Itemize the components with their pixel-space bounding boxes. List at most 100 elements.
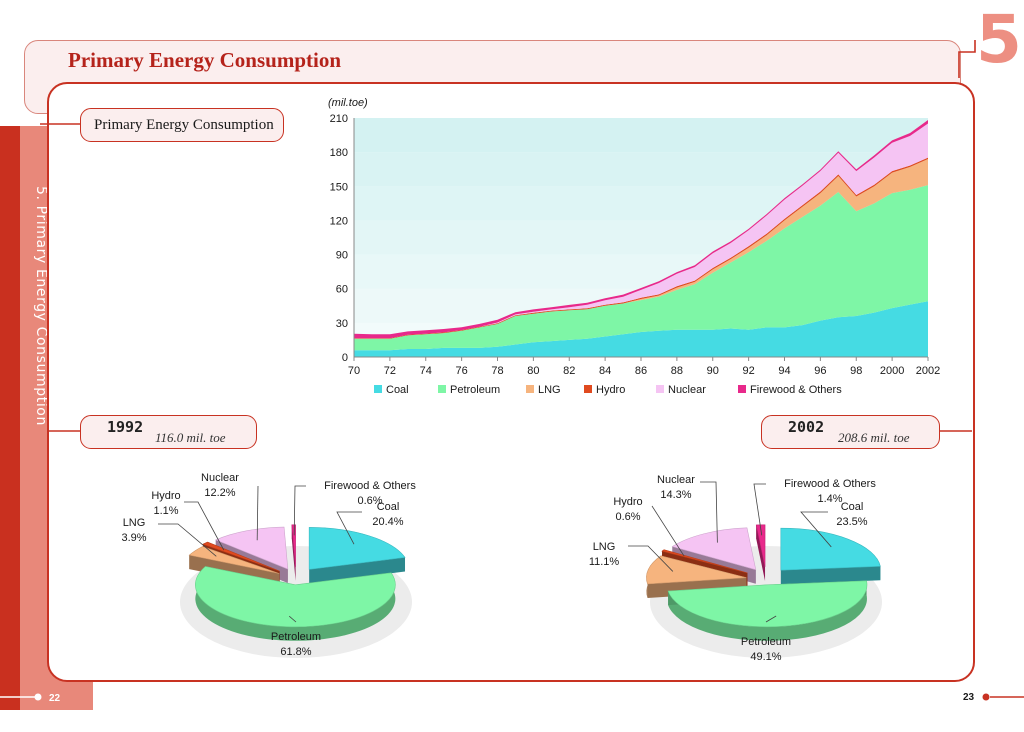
- area-series-coal: [354, 301, 928, 357]
- y-tick-label: 0: [342, 352, 348, 364]
- pie-leader-line: [158, 523, 217, 557]
- legend-label: Firewood & Others: [750, 384, 842, 396]
- y-tick-label: 60: [336, 284, 348, 296]
- pie-slice-wall: [291, 524, 296, 581]
- pie-2002-header: 2002 208.6 mil. toe: [761, 415, 940, 449]
- y-tick-label: 90: [336, 250, 348, 262]
- page-number-left: 22: [49, 693, 61, 704]
- pie-slice-lng: [188, 546, 280, 574]
- pie-label-value: 0.6%: [357, 495, 382, 507]
- area-chart: 0 30 60 90 120 150 180 210 70 72 74 76 78 80 82 84 86 88 9…: [328, 97, 940, 396]
- legend-label: Nuclear: [668, 384, 706, 396]
- x-tick-label: 76: [456, 365, 468, 377]
- pie-label-name: Firewood & Others: [324, 480, 416, 492]
- pie-slice-firewood-others: [755, 524, 766, 567]
- footer-right-dot: [982, 693, 990, 701]
- legend-label: Hydro: [596, 384, 625, 396]
- pie-slice-wall: [756, 524, 766, 581]
- x-tick-label: 2000: [880, 365, 904, 377]
- x-tick-label: 78: [491, 365, 503, 377]
- pie-leader-line: [765, 615, 777, 623]
- pie-leader-line: [336, 511, 362, 545]
- area-series-petroleum: [354, 185, 928, 351]
- pie-label-value: 3.9%: [121, 532, 146, 544]
- pie-label-value: 12.2%: [204, 487, 235, 499]
- pie-label-name: Nuclear: [657, 474, 695, 486]
- pie-label-value: 1.4%: [817, 493, 842, 505]
- pie-label-name: Hydro: [613, 496, 642, 508]
- x-tick-label: 96: [814, 365, 826, 377]
- x-tick-label: 92: [743, 365, 755, 377]
- legend-swatch: [584, 385, 592, 393]
- area-series-nuclear: [354, 123, 928, 339]
- legend-swatch: [738, 385, 746, 393]
- pie-label-value: 23.5%: [836, 516, 867, 528]
- pie-slice-petroleum: [195, 566, 396, 628]
- legend-swatch: [438, 385, 446, 393]
- pie-leader-line: [184, 501, 225, 551]
- pie-label-name: LNG: [123, 517, 146, 529]
- pie-label-value: 49.1%: [750, 651, 781, 663]
- x-tick-label: 74: [420, 365, 432, 377]
- pie-2002-year: 2002: [788, 418, 825, 436]
- pie-label-name: Coal: [377, 501, 400, 513]
- pie-leader-line: [651, 505, 685, 557]
- pie-leader-line: [753, 483, 766, 536]
- pie-slice-side: [668, 580, 867, 641]
- pie-label-name: Nuclear: [201, 472, 239, 484]
- legend-swatch: [374, 385, 382, 393]
- pie-label-name: Coal: [841, 501, 864, 513]
- pie-slice-nuclear: [671, 527, 757, 571]
- page-number-right: 23: [963, 692, 975, 703]
- pie-label-value: 14.3%: [660, 489, 691, 501]
- legend-label: Coal: [386, 384, 409, 396]
- x-tick-label: 70: [348, 365, 360, 377]
- y-tick-label: 210: [330, 113, 348, 125]
- x-tick-label: 72: [384, 365, 396, 377]
- legend-swatch: [526, 385, 534, 393]
- pie-label-value: 11.1%: [589, 556, 620, 568]
- x-tick-label: 86: [635, 365, 647, 377]
- x-tick-label: 82: [563, 365, 575, 377]
- chapter-side-label: 5. Primary Energy Consumption: [33, 186, 49, 426]
- pie-slice-lng: [646, 555, 747, 585]
- pie-label-name: Petroleum: [271, 631, 321, 643]
- pie-slice-coal: [308, 527, 406, 570]
- pie-slice-side: [195, 566, 396, 641]
- pie-label-name: Firewood & Others: [784, 478, 876, 490]
- pie-label-value: 61.8%: [280, 646, 311, 658]
- pie-slice-firewood-others: [291, 524, 296, 567]
- section-title-pill: Primary Energy Consumption: [80, 108, 284, 142]
- x-tick-label: 84: [599, 365, 611, 377]
- legend-label: LNG: [538, 384, 561, 396]
- pie-leader-line: [700, 481, 718, 543]
- pie-leader-line: [800, 511, 832, 548]
- pie-1992-total: 116.0 mil. toe: [155, 430, 226, 445]
- pie-slice-hydro: [202, 541, 280, 572]
- pie-slice-wall: [309, 557, 406, 584]
- pie-chart-1992: Coal 20.4% Petroleum 61.8% LNG 3.9% Hydro 1.1% N…: [121, 472, 416, 658]
- x-tick-label: 94: [778, 365, 790, 377]
- pie-leader-line: [288, 615, 297, 623]
- y-tick-label: 120: [330, 215, 348, 227]
- pie-label-name: LNG: [593, 541, 616, 553]
- legend-label: Petroleum: [450, 384, 500, 396]
- pie-label-value: 1.1%: [153, 505, 178, 517]
- page-title: Primary Energy Consumption: [68, 48, 341, 72]
- x-tick-label: 98: [850, 365, 862, 377]
- pie-slice-wall: [780, 566, 881, 585]
- y-tick-label: 180: [330, 147, 348, 159]
- pie-chart-2002: Coal 23.5% Petroleum 49.1% LNG 11.1% Hydro 0.6%…: [589, 474, 882, 663]
- chapter-number: 5: [976, 1, 1022, 78]
- legend-swatch: [656, 385, 664, 393]
- x-tick-label: 90: [707, 365, 719, 377]
- pie-1992-header: 1992 116.0 mil. toe: [80, 415, 257, 449]
- pie-leader-line: [256, 485, 259, 541]
- section-title: Primary Energy Consumption: [94, 117, 274, 133]
- title-connector-line: [958, 40, 976, 78]
- x-tick-label: 88: [671, 365, 683, 377]
- chapter-tab-edge: [0, 126, 20, 710]
- pie-label-name: Hydro: [151, 490, 180, 502]
- pie-slice-petroleum: [667, 580, 868, 628]
